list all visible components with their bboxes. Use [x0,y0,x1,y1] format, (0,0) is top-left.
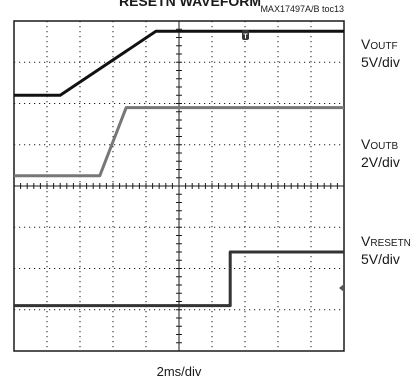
trigger-marker-icon: T [242,30,249,41]
trace-resetn [14,250,344,308]
trigger-marker-label: T [243,34,248,41]
channel-label-outf: VOUTF [361,36,398,52]
traces [14,29,344,308]
channel-scale-outf: 5V/div [361,54,400,70]
channel-scale-outb: 2V/div [361,154,400,170]
level-marker-icon [339,284,344,292]
grid [14,21,344,351]
trace-outb [14,106,344,178]
channel-scale-resetn: 5V/div [361,251,400,267]
x-axis-label: 2ms/div [157,364,202,379]
channel-label-resetn: VRESETN [361,233,411,249]
chart-title: RESETN WAVEFORM [119,0,261,9]
trace-outf [14,29,344,97]
channel-label-outb: VOUTB [361,136,398,152]
channel-labels: VOUTF 5V/div VOUTB 2V/div VRESETN 5V/div [361,36,411,267]
figure-code: MAX17497A/B toc13 [260,4,344,14]
